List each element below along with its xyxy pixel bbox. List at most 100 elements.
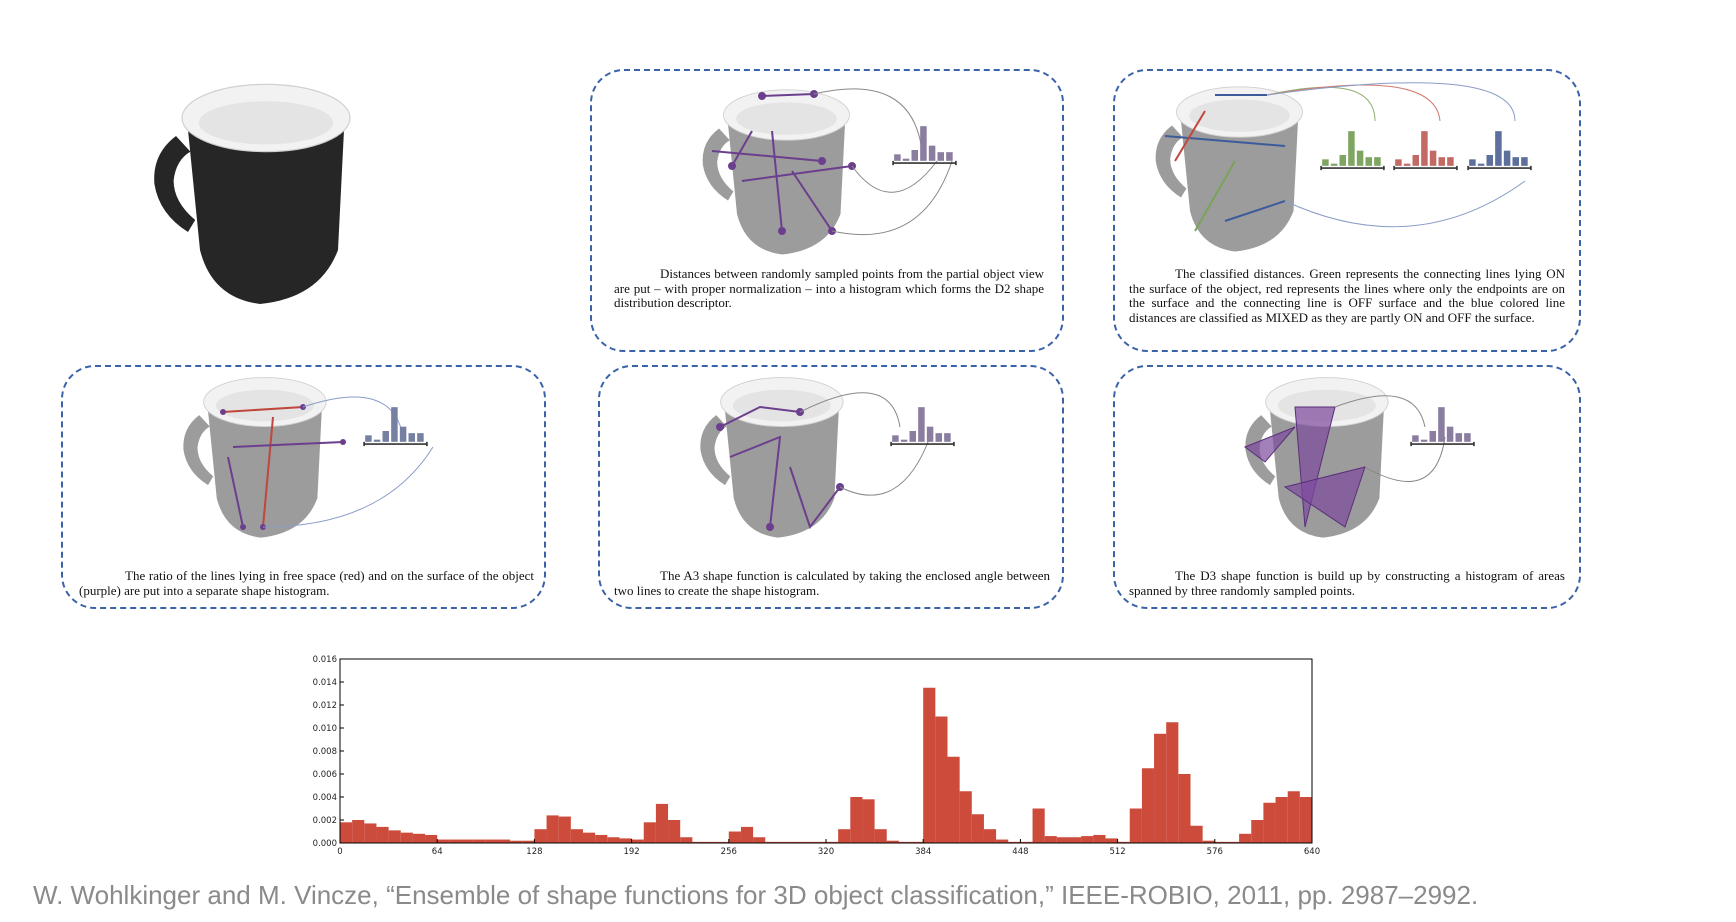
- bar: [862, 799, 875, 843]
- bar: [959, 791, 972, 843]
- bar: [1226, 841, 1240, 843]
- bar: [352, 820, 365, 843]
- bar: [497, 839, 511, 843]
- bar: [996, 839, 1009, 843]
- x-tick-label: 512: [1109, 847, 1125, 857]
- bar: [740, 826, 754, 843]
- bar: [983, 829, 997, 843]
- bar: [1069, 837, 1082, 843]
- bar: [704, 841, 717, 843]
- panel-ratio: The ratio of the lines lying in free spa…: [61, 365, 546, 609]
- bar: [1190, 825, 1203, 843]
- bar: [522, 840, 535, 843]
- bar: [449, 839, 462, 843]
- bar: [923, 687, 936, 843]
- caption: The A3 shape function is calculated by t…: [614, 568, 1050, 598]
- bar: [692, 841, 705, 843]
- bar: [777, 841, 790, 843]
- bar: [1214, 841, 1227, 843]
- bar: [826, 841, 839, 843]
- bar: [485, 839, 498, 843]
- bar: [388, 830, 401, 843]
- bar: [1141, 768, 1155, 843]
- bar: [753, 837, 766, 843]
- x-tick-label: 640: [1304, 847, 1320, 857]
- bar: [728, 831, 741, 843]
- bar: [886, 840, 899, 843]
- x-tick-label: 0: [337, 847, 342, 857]
- bar: [1263, 802, 1276, 843]
- bar: [1032, 808, 1045, 843]
- bar: [1129, 808, 1142, 843]
- bar: [1287, 791, 1300, 843]
- bar: [546, 815, 559, 843]
- bar: [1299, 797, 1312, 843]
- bar: [898, 841, 912, 843]
- y-tick-label: 0.006: [313, 770, 337, 780]
- bar: [534, 829, 547, 843]
- histogram-chart: 0.000 0.002 0.004 0.006 0.008 0.010 0.012 0.014…: [313, 655, 1320, 857]
- citation: W. Wohlkinger and M. Vincze, “Ensemble o…: [33, 880, 1479, 910]
- y-tick-label: 0.016: [313, 655, 337, 665]
- x-tick-label: 192: [623, 847, 639, 857]
- caption: The classified distances. Green represen…: [1129, 266, 1565, 325]
- bar: [801, 841, 814, 843]
- bar: [570, 829, 583, 843]
- illustration: [702, 88, 957, 255]
- bar: [1081, 836, 1094, 843]
- bar: [1093, 834, 1106, 843]
- bar: [971, 814, 984, 843]
- bar: [1178, 774, 1191, 843]
- bar: [364, 823, 377, 843]
- y-tick-label: 0.010: [313, 724, 337, 734]
- bar: [340, 822, 353, 843]
- x-tick-label: 384: [915, 847, 931, 857]
- y-tick-label: 0.004: [313, 793, 337, 803]
- panel-d2: Distances between randomly sampled point…: [590, 69, 1064, 352]
- bar: [1105, 838, 1118, 843]
- bar: [911, 841, 924, 843]
- illustration: [1155, 82, 1532, 252]
- bar: [1275, 797, 1288, 843]
- bar: [874, 829, 887, 843]
- bar: [1044, 836, 1057, 843]
- bar: [412, 833, 426, 843]
- bar: [631, 839, 644, 843]
- bar: [680, 837, 693, 843]
- bar: [437, 839, 450, 843]
- bar: [813, 841, 826, 843]
- bar: [935, 716, 948, 843]
- bar: [838, 829, 851, 843]
- bar: [461, 839, 474, 843]
- y-tick-label: 0.000: [313, 839, 337, 849]
- bar: [643, 822, 656, 843]
- bar: [400, 832, 413, 843]
- y-tick-label: 0.008: [313, 747, 337, 757]
- bar: [595, 834, 608, 843]
- x-tick-label: 64: [432, 847, 443, 857]
- panel-a3: The A3 shape function is calculated by t…: [598, 365, 1064, 609]
- bar: [376, 826, 389, 843]
- bar: [789, 841, 802, 843]
- bar: [1251, 820, 1264, 843]
- x-tick-label: 320: [818, 847, 834, 857]
- bar: [765, 841, 778, 843]
- bar: [1154, 733, 1167, 843]
- bar: [425, 834, 438, 843]
- bar: [510, 840, 523, 843]
- y-tick-label: 0.014: [313, 678, 337, 688]
- bar: [1202, 840, 1215, 843]
- x-tick-label: 256: [721, 847, 737, 857]
- caption: The D3 shape function is build up by con…: [1129, 568, 1565, 598]
- bar: [947, 756, 960, 843]
- bar: [1020, 841, 1033, 843]
- bar: [619, 838, 632, 843]
- x-tick-label: 448: [1012, 847, 1028, 857]
- x-tick-label: 576: [1207, 847, 1223, 857]
- panel-classified: The classified distances. Green represen…: [1113, 69, 1581, 352]
- y-tick-label: 0.012: [313, 701, 337, 711]
- bar: [1239, 833, 1252, 843]
- bar: [716, 841, 729, 843]
- bar: [1056, 837, 1069, 843]
